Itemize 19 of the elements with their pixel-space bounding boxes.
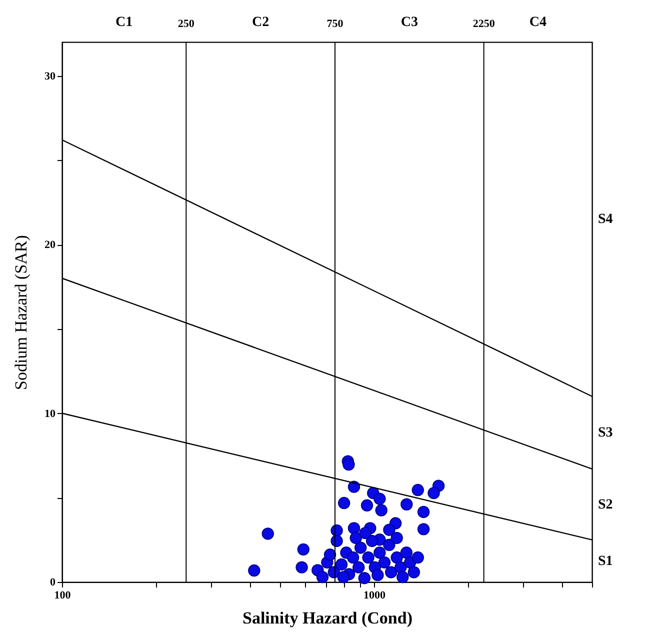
x-tick-label: 100 [54,590,72,602]
y-tick-label: 10 [44,408,56,420]
text: S1 [598,554,613,569]
y-tick-label: 0 [50,576,56,588]
x-tick-label: 1000 [363,590,386,602]
text: S4 [598,212,613,228]
text: C2 [252,15,270,30]
text: S2 [598,497,613,512]
x-axis-title: Salinity Hazard (Cond) [242,608,413,628]
ref-line-label: 750 [326,18,344,30]
text: C1 [116,15,133,30]
y-axis-title: Sodium Hazard (SAR) [12,235,30,390]
text: C4 [529,15,546,30]
y-tick-label: 20 [44,239,56,251]
ref-line-label: 250 [178,18,195,30]
text: C3 [400,15,418,30]
y-tick-label: 30 [44,70,56,82]
ref-line-label: 2250 [472,18,496,30]
text: S3 [598,426,613,441]
